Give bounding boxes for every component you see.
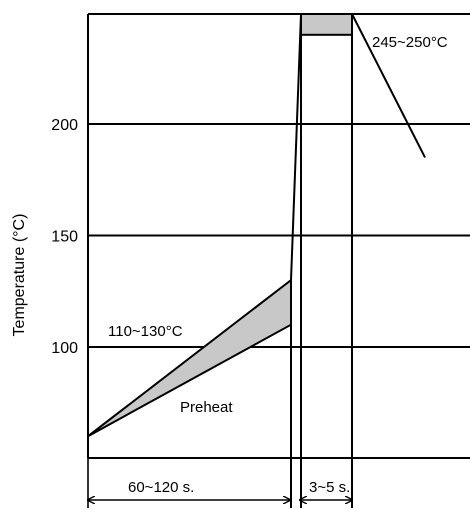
peak-temp-range-label: 245~250°C [372, 34, 448, 51]
y-tick-label-100: 100 [51, 340, 78, 357]
preheat-temp-range-label: 110~130°C [108, 323, 183, 340]
y-tick-label-200: 200 [51, 117, 78, 134]
preheat-time-label: 60~120 s. [128, 479, 194, 496]
cool-down-line [351, 13, 426, 158]
y-axis-label: Temperature (°C) [11, 214, 28, 337]
preheat-label: Preheat [180, 399, 233, 416]
y-tick-labels: 100 150 200 [51, 117, 78, 357]
ramp-up-line [290, 13, 302, 281]
y-tick-label-150: 150 [51, 229, 78, 246]
peak-time-label: 3~5 s. [309, 479, 350, 496]
peak-band [300, 13, 353, 36]
grid-lines [88, 123, 470, 348]
